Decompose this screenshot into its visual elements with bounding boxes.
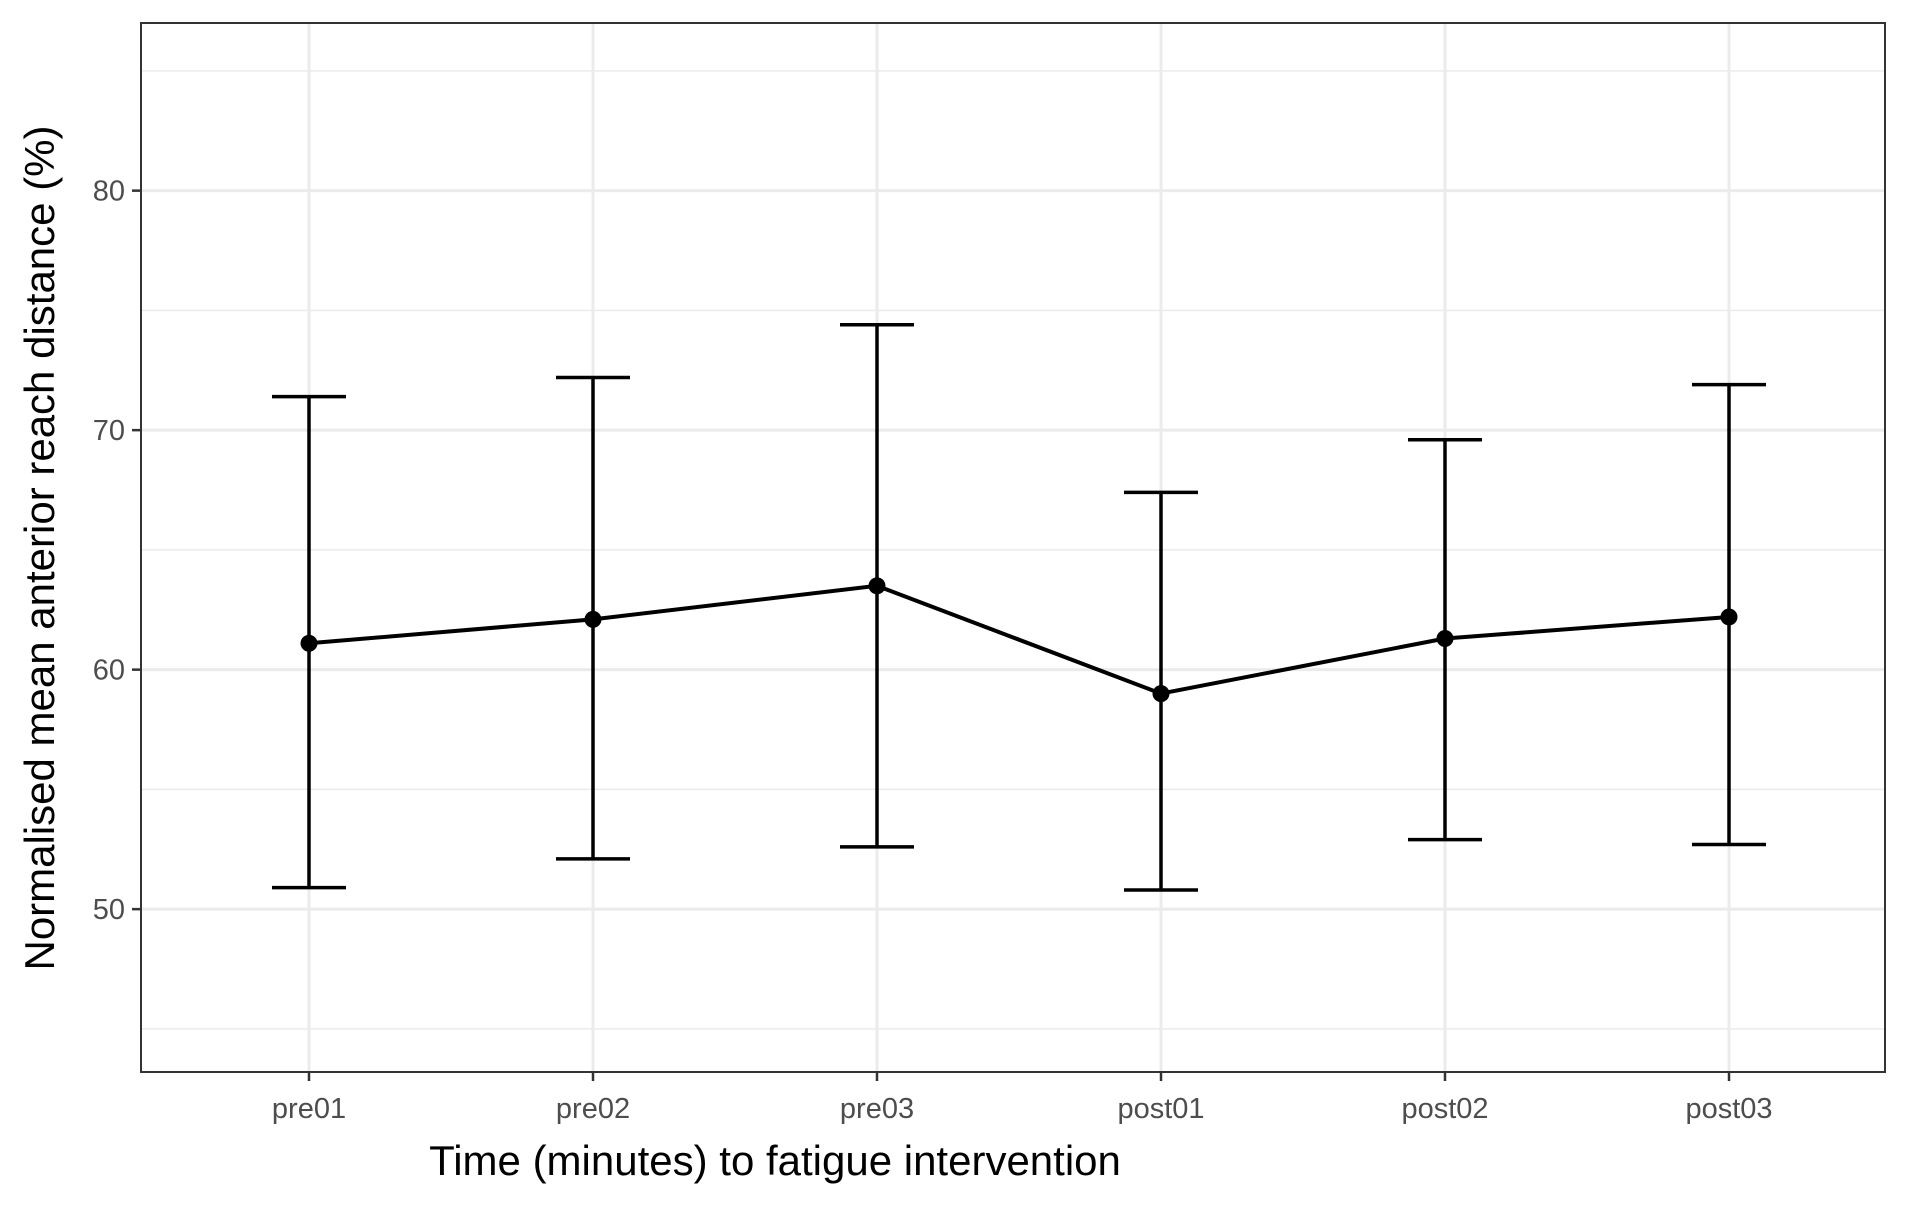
x-tick-label: pre02 — [556, 1093, 630, 1125]
y-tick-label: 70 — [93, 415, 125, 447]
series-line — [308, 583, 1730, 696]
x-tick-label: pre03 — [840, 1093, 914, 1125]
grid-layer — [141, 23, 1885, 1072]
x-tick-label: pre01 — [272, 1093, 346, 1125]
data-point — [1720, 608, 1738, 626]
x-tick-label: post03 — [1685, 1093, 1772, 1125]
data-layer — [272, 323, 1766, 892]
y-axis-title: Normalised mean anterior reach distance … — [16, 125, 63, 970]
x-tick-label: post02 — [1401, 1093, 1488, 1125]
data-point — [300, 634, 318, 652]
data-point — [1436, 630, 1454, 648]
data-point — [868, 577, 886, 595]
y-tick-label: 80 — [93, 176, 125, 208]
axis-layer: 50 60 70 80 pre01 pre02 pre03 post01 post02 post0… — [93, 176, 1773, 1125]
y-tick-label: 50 — [93, 894, 125, 926]
panel-border — [140, 22, 1886, 1073]
x-tick-label: post01 — [1117, 1093, 1204, 1125]
x-axis-title: Time (minutes) to fatigue intervention — [429, 1137, 1121, 1184]
data-point — [584, 610, 602, 628]
y-tick-label: 60 — [93, 655, 125, 687]
data-point — [1152, 685, 1170, 703]
